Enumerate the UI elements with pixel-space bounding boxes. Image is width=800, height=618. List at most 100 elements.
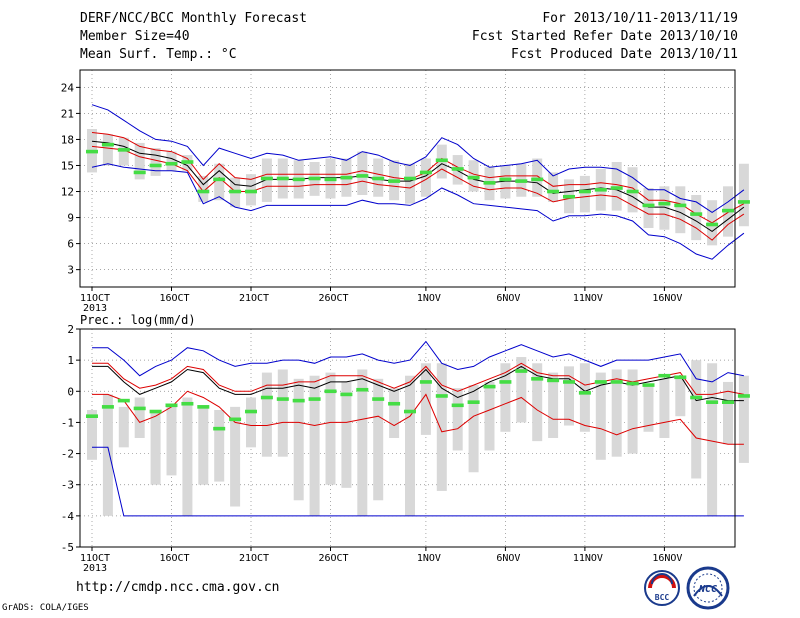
- temp-ens-mean-30: [563, 194, 575, 199]
- prec-box-41: [738, 375, 749, 463]
- temp-ens-mean-10: [245, 189, 257, 194]
- prec-ytick-label-7: 2: [67, 323, 74, 336]
- prec-box-9: [230, 406, 241, 507]
- temp-ens-mean-19: [388, 179, 401, 183]
- header-forecast-period: For 2013/10/11-2013/11/19: [542, 11, 738, 26]
- prec-title: Prec.: log(mm/d): [80, 313, 196, 327]
- temp-ens-mean-9: [229, 189, 242, 194]
- prec-box-23: [452, 388, 463, 451]
- prec-ens-mean-10: [245, 409, 257, 414]
- temp-box-17: [357, 151, 368, 195]
- temp-ens-mean-17: [356, 174, 369, 178]
- prec-line-lower-envelope: [92, 446, 744, 517]
- prec-ens-mean-15: [324, 389, 337, 394]
- temp-line-mean: [91, 140, 745, 233]
- temp-box-4: [150, 148, 161, 176]
- prec-ens-mean-1: [101, 405, 114, 409]
- prec-box-18: [373, 378, 384, 501]
- ncc-logo-text: NCC: [698, 584, 717, 595]
- temp-box-3: [134, 142, 145, 180]
- temp-ens-mean-33: [610, 186, 623, 190]
- prec-ens-mean-18: [372, 397, 385, 401]
- prec-box-21: [420, 363, 431, 435]
- prec-box-15: [325, 372, 336, 485]
- prec-ytick-label-5: 0: [67, 385, 74, 398]
- temp-frame: [79, 69, 736, 288]
- prec-box-25: [484, 381, 495, 451]
- temp-box-31: [579, 175, 590, 213]
- prec-ytick-label-4: -1: [61, 416, 74, 429]
- prec-ens-mean-12: [276, 397, 289, 401]
- prec-ens-mean-34: [626, 381, 639, 386]
- prec-box-34: [627, 369, 638, 454]
- temp-ens-mean-2: [117, 148, 130, 152]
- temp-ens-mean-36: [658, 201, 671, 206]
- prec-box-29: [548, 372, 559, 438]
- grads-credit: GrADS: COLA/IGES: [2, 603, 89, 613]
- prec-ytick-label-3: -2: [61, 448, 74, 461]
- bcc-logo: BCC: [644, 570, 680, 606]
- prec-ytick-label-0: -5: [61, 541, 74, 554]
- prec-xtick-label-4: 1NOV: [417, 553, 441, 564]
- temp-ens-mean-4: [149, 163, 162, 168]
- temperature-panel: 3 6 9 12 15 18 21 24 11OCT 16OCT 21OCT 26OCT 1NOV 6NO…: [61, 69, 750, 314]
- prec-ens-mean-38: [690, 395, 703, 400]
- temp-ens-mean-27: [515, 179, 528, 183]
- prec-box-3: [134, 397, 145, 438]
- bcc-logo-text: BCC: [655, 593, 670, 602]
- temp-box-8: [214, 163, 225, 201]
- header-product-title: DERF/NCC/BCC Monthly Forecast: [80, 11, 307, 26]
- prec-box-17: [357, 369, 368, 516]
- prec-box-1: [102, 394, 113, 516]
- temp-xtick-label-1: 16OCT: [159, 293, 189, 304]
- temp-ens-mean-11: [260, 176, 273, 181]
- temp-xtick-label-5: 6NOV: [496, 293, 520, 304]
- temp-ens-mean-24: [467, 175, 480, 180]
- temp-ens-mean-35: [642, 203, 655, 208]
- prec-ens-mean-4: [149, 409, 162, 414]
- prec-ens-mean-32: [594, 380, 607, 384]
- prec-xtick-label-6: 11NOV: [573, 553, 603, 564]
- prec-ens-mean-27: [515, 369, 528, 373]
- prec-box-8: [214, 409, 225, 482]
- temp-line-lower-envelope: [91, 163, 745, 260]
- temp-ens-mean-18: [372, 176, 385, 181]
- temp-ens-mean-20: [404, 176, 416, 181]
- prec-box-31: [579, 363, 590, 432]
- prec-ytick-label-2: -3: [61, 479, 74, 492]
- header-left: DERF/NCC/BCC Monthly Forecast Member Siz…: [80, 10, 307, 64]
- footer-url[interactable]: http://cmdp.ncc.cma.gov.cn: [76, 580, 280, 595]
- prec-ens-mean-21: [419, 380, 432, 384]
- temp-ens-mean-40: [722, 208, 734, 213]
- temp-xtick-label-6: 11NOV: [573, 293, 603, 304]
- prec-ens-mean-26: [499, 380, 512, 384]
- prec-line-upper-band: [92, 362, 744, 395]
- temp-ens-mean-29: [547, 189, 560, 194]
- temp-ens-mean-8: [213, 177, 226, 182]
- prec-ytick-label-6: 1: [67, 354, 74, 367]
- temp-ytick-label-2: 9: [67, 212, 74, 225]
- prec-box-36: [659, 378, 670, 438]
- prec-ens-mean-8: [213, 426, 226, 431]
- prec-ens-mean-40: [722, 400, 734, 404]
- temp-ytick-label-5: 18: [61, 133, 74, 146]
- temp-box-26: [500, 165, 511, 199]
- prec-ens-mean-23: [451, 403, 464, 408]
- temp-box-35: [643, 188, 654, 228]
- temp-ens-mean-34: [626, 189, 639, 194]
- prec-box-7: [198, 406, 209, 485]
- prec-ens-mean-28: [531, 377, 544, 381]
- temp-ens-mean-28: [531, 177, 544, 182]
- prec-ytick-label-1: -4: [61, 510, 75, 523]
- prec-ens-mean-36: [658, 373, 671, 378]
- prec-ens-mean-25: [483, 384, 496, 389]
- prec-ens-mean-20: [404, 409, 416, 414]
- temp-ens-mean-32: [594, 187, 607, 192]
- prec-box-37: [675, 378, 686, 417]
- prec-box-35: [643, 385, 654, 432]
- prec-box-10: [246, 397, 256, 448]
- prec-ens-mean-9: [229, 417, 242, 422]
- prec-box-28: [532, 363, 543, 442]
- header-member-size: Member Size=40: [80, 29, 190, 44]
